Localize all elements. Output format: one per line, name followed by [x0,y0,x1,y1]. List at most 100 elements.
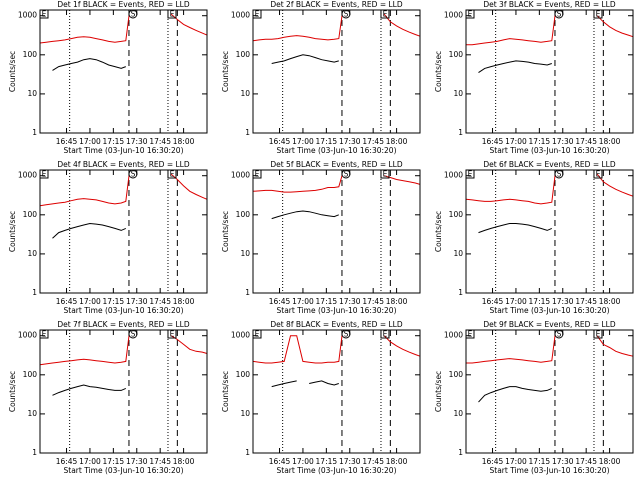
x-tick-label: 17:15 [316,137,338,146]
y-tick-label: 1 [458,288,463,297]
y-axis-title: Counts/sec [434,211,443,252]
chart-title: Det 3f BLACK = Events, RED = LLD [483,0,616,9]
y-tick-label: 1000 [231,331,250,340]
chart-title: Det 4f BLACK = Events, RED = LLD [57,160,190,169]
series-line [52,222,126,239]
marker-label: E [255,10,260,19]
plot-frame [252,169,421,294]
series-line [39,13,208,44]
y-axis-title: Counts/sec [8,211,17,252]
series-line [466,15,634,46]
series-line [271,54,339,64]
x-tick-label: 17:15 [529,137,551,146]
x-tick-label: 17:30 [126,297,148,306]
panel: Det 6f BLACK = Events, RED = LLD Counts/s… [434,160,634,315]
x-tick-label: 16:45 [269,297,291,306]
x-tick-label: 18:00 [599,457,621,466]
x-axis-title: Start Time (03-Jun-10 16:30:20) [490,146,610,155]
x-tick-label: 18:00 [386,297,408,306]
series-line [39,173,208,207]
y-tick-label: 10 [27,89,37,98]
y-tick-label: 1 [458,128,463,137]
panel: Det 5f BLACK = Events, RED = LLD Counts/s… [221,160,421,315]
series-line [271,210,339,220]
x-tick-label: 16:45 [269,137,291,146]
x-tick-label: 17:15 [103,137,125,146]
y-tick-label: 10 [27,249,37,258]
y-tick-label: 10 [453,89,463,98]
chart-title: Det 8f BLACK = Events, RED = LLD [270,320,403,329]
series-line [478,386,552,403]
x-tick-label: 17:00 [505,137,527,146]
y-tick-label: 100 [449,370,464,379]
x-tick-label: 17:30 [339,137,361,146]
x-tick-label: 18:00 [173,137,195,146]
x-tick-label: 17:45 [362,297,384,306]
x-axis-title: Start Time (03-Jun-10 16:30:20) [277,466,397,475]
x-axis-title: Start Time (03-Jun-10 16:30:20) [277,146,397,155]
plot-frame [39,329,208,454]
x-tick-label: 17:45 [149,457,171,466]
chart-title: Det 7f BLACK = Events, RED = LLD [57,320,190,329]
x-tick-label: 17:45 [575,457,597,466]
plot-frame [39,9,208,134]
marker-label: E [255,330,260,339]
x-tick-label: 17:30 [552,137,574,146]
x-tick-label: 17:00 [292,297,314,306]
marker-label: S [344,170,349,179]
series-line [271,380,339,388]
y-axis-title: Counts/sec [221,211,230,252]
marker-label: S [557,10,562,19]
series-line [465,173,634,205]
marker-label: S [131,330,136,339]
x-axis-title: Start Time (03-Jun-10 16:30:20) [64,466,184,475]
x-tick-label: 17:45 [149,137,171,146]
y-tick-label: 1 [458,448,463,457]
y-axis-title: Counts/sec [434,371,443,412]
x-tick-label: 17:30 [339,297,361,306]
x-tick-label: 17:45 [575,297,597,306]
x-tick-label: 17:15 [529,457,551,466]
x-tick-label: 17:45 [575,137,597,146]
x-tick-label: 17:30 [126,137,148,146]
x-axis-title: Start Time (03-Jun-10 16:30:20) [64,146,184,155]
x-tick-label: 17:30 [552,297,574,306]
y-tick-label: 1000 [231,11,250,20]
y-tick-label: 1000 [18,11,37,20]
x-axis-title: Start Time (03-Jun-10 16:30:20) [490,306,610,315]
marker-label: E [170,10,175,19]
y-axis-title: Counts/sec [8,51,17,92]
marker-label: E [596,10,601,19]
y-tick-label: 10 [27,409,37,418]
x-tick-label: 16:45 [56,297,78,306]
marker-label: E [596,170,601,179]
marker-label: E [468,10,473,19]
marker-label: S [344,330,349,339]
x-tick-label: 17:00 [79,297,101,306]
x-tick-label: 16:45 [269,457,291,466]
y-axis-title: Counts/sec [221,371,230,412]
marker-label: S [557,330,562,339]
x-tick-label: 18:00 [599,297,621,306]
y-tick-label: 100 [449,50,464,59]
x-tick-label: 18:00 [173,297,195,306]
y-tick-label: 10 [240,409,250,418]
x-tick-label: 18:00 [173,457,195,466]
chart-title: Det 9f BLACK = Events, RED = LLD [483,320,616,329]
x-tick-label: 17:45 [362,137,384,146]
chart-title: Det 2f BLACK = Events, RED = LLD [270,0,403,9]
x-tick-label: 17:15 [103,297,125,306]
y-tick-label: 1 [245,288,250,297]
marker-label: E [42,170,47,179]
marker-label: E [596,330,601,339]
y-axis-title: Counts/sec [221,51,230,92]
y-axis-title: Counts/sec [434,51,443,92]
y-tick-label: 10 [240,89,250,98]
y-tick-label: 1 [245,128,250,137]
y-tick-label: 1000 [18,171,37,180]
x-tick-label: 17:00 [79,457,101,466]
y-tick-label: 1000 [231,171,250,180]
x-tick-label: 17:00 [505,457,527,466]
